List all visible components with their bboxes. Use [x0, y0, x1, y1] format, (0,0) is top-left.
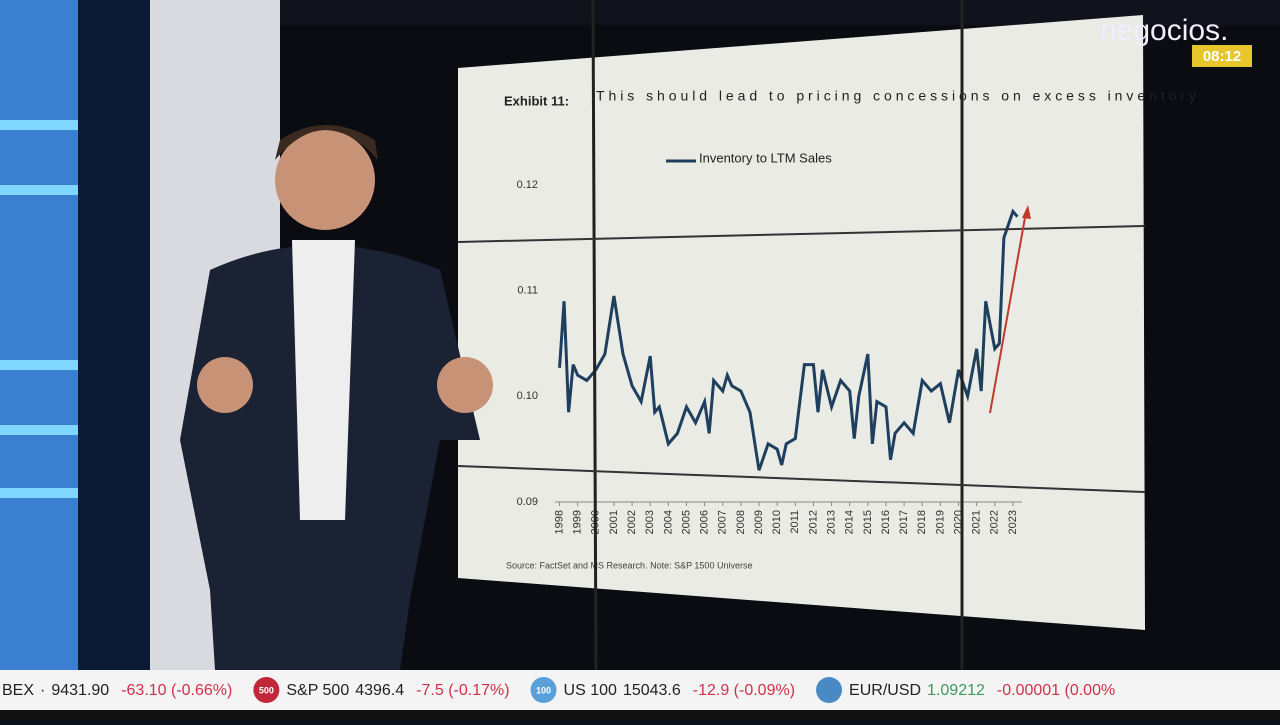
frame-line: [457, 225, 1146, 243]
x-tick-label: 2004: [662, 510, 674, 534]
badge: [816, 677, 843, 703]
ticker-sep: ·: [40, 682, 45, 699]
light-strip: [0, 185, 150, 195]
exhibit: Exhibit 11:: [504, 93, 569, 108]
x-tick-label: 2003: [644, 510, 656, 534]
brand: negocios.: [1100, 14, 1228, 47]
x-tick-label: 2021: [971, 510, 983, 534]
x-tick-label: 2019: [934, 510, 946, 534]
x-tick-label: 2013: [825, 510, 837, 534]
ticker-bar: [0, 670, 1280, 710]
ticker-edge: [0, 710, 1280, 720]
y-tick-label: 0.12: [517, 179, 538, 191]
x-tick-label: 2010: [771, 510, 783, 534]
ticker-name: BEX: [2, 682, 34, 699]
y-tick-label: 0.09: [517, 496, 538, 508]
ticker-value: 15043.6: [623, 682, 681, 699]
ticker-change: -0.00001 (0.00%: [997, 682, 1115, 699]
y-tick-label: 0.10: [517, 390, 538, 402]
x-tick-label: 2015: [862, 510, 874, 534]
hair: [275, 125, 378, 160]
x-tick-label: 2009: [753, 510, 765, 534]
x-tick-label: 2017: [898, 510, 910, 534]
light-strip: [0, 488, 150, 498]
ticker-change: -12.9 (-0.09%): [693, 682, 795, 699]
x-tick-label: 2002: [626, 510, 638, 534]
light-strip: [0, 120, 150, 130]
x-tick-label: 2006: [699, 510, 711, 534]
shirt: [292, 240, 355, 520]
x-tick-label: 2022: [989, 510, 1001, 534]
x-tick-label: 2012: [807, 510, 819, 534]
badge: [530, 677, 557, 703]
ticker-value: 4396.4: [355, 682, 404, 699]
legend-label: Inventory to LTM Sales: [699, 150, 832, 165]
ticker-value: 9431.90: [51, 682, 109, 699]
x-tick-label: 2001: [608, 510, 620, 534]
x-tick-label: 2023: [1007, 510, 1019, 534]
x-tick-label: 2016: [880, 510, 892, 534]
ticker-change: -63.10 (-0.66%): [121, 682, 232, 699]
x-tick-label: 2008: [735, 510, 747, 534]
hand: [437, 357, 493, 413]
x-tick-label: 2005: [680, 510, 692, 534]
x-tick-label: 2007: [717, 510, 729, 534]
x-tick-label: 1998: [553, 510, 565, 534]
chart-panel: [458, 15, 1145, 630]
ticker-value: 1.09212: [927, 682, 985, 699]
badge-label: 500: [259, 685, 274, 695]
trend-arrow: [989, 211, 1027, 414]
badge-label: 100: [536, 685, 551, 695]
y-tick-label: 0.11: [517, 285, 538, 297]
ticker-change: -7.5 (-0.17%): [416, 682, 509, 699]
light-strip: [0, 425, 150, 435]
hand: [197, 357, 253, 413]
ticker-name: EUR/USD: [849, 682, 921, 699]
badge: [253, 677, 280, 703]
ticker-name: US 100: [564, 682, 617, 699]
time-box: [1192, 45, 1252, 67]
x-tick-label: 2018: [916, 510, 928, 534]
line: [558, 208, 1019, 471]
x-tick-label: 2011: [789, 510, 801, 534]
time: 08:12: [1203, 48, 1241, 65]
presenter: [180, 125, 493, 670]
x-tick-label: 1999: [572, 510, 584, 534]
light-strip: [0, 360, 150, 370]
ticker-name: S&P 500: [286, 682, 349, 699]
frame-line: [591, 0, 598, 671]
source: Source: FactSet and MS Research. Note: S…: [506, 560, 752, 570]
frame-line: [457, 465, 1146, 493]
arrow-head: [1022, 205, 1031, 219]
head: [275, 130, 375, 230]
ticker: BEX · 9431.90 -63.10 (-0.66%) 500 S&P 500 4396…: [2, 677, 1115, 703]
x-tick-label: 2014: [844, 510, 856, 534]
